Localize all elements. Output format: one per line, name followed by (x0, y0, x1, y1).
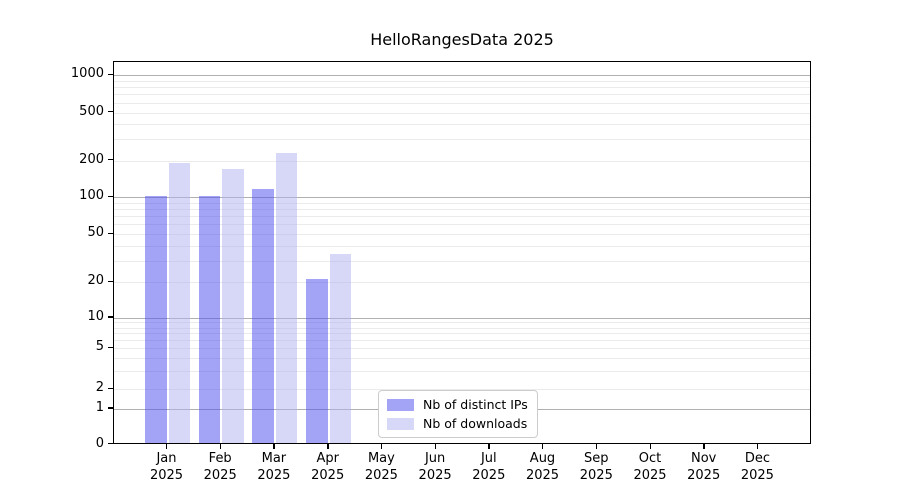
x-tick-label-nov: Nov 2025 (687, 451, 721, 483)
x-tick-label-jan: Jan 2025 (149, 451, 184, 483)
x-tick-label-jul: Jul 2025 (472, 451, 506, 483)
y-tick-mark-1 (108, 407, 113, 409)
x-tick-label-feb: Feb 2025 (203, 451, 237, 483)
y-tick-mark-20 (108, 280, 113, 282)
bar-feb-distinct-ips (198, 195, 221, 443)
gridline-major-10 (114, 317, 810, 319)
x-tick-mark-mar (273, 444, 275, 449)
y-tick-label-2: 2 (95, 380, 104, 395)
y-tick-mark-500 (108, 111, 113, 113)
x-tick-label-apr: Apr 2025 (311, 451, 345, 483)
x-tick-label-aug: Aug 2025 (525, 451, 560, 483)
gridline-minor-8 (114, 327, 810, 329)
gridline-minor-80 (114, 209, 810, 211)
x-tick-label-mar: Mar 2025 (257, 451, 291, 483)
x-tick-label-dec: Dec 2025 (740, 451, 774, 483)
chart-title: HelloRangesData 2025 (370, 30, 554, 49)
gridline-minor-20 (114, 282, 810, 283)
y-tick-label-5: 5 (95, 339, 104, 354)
gridline-minor-90 (114, 203, 810, 204)
x-tick-mark-dec (756, 444, 759, 449)
gridline-minor-50 (114, 234, 810, 235)
legend-row-distinct-ips: Nb of distinct IPs (387, 397, 528, 412)
legend-row-downloads: Nb of downloads (387, 416, 528, 431)
gridline-minor-60 (114, 224, 810, 226)
gridline-minor-7 (114, 333, 810, 335)
gridline-minor-3 (114, 370, 810, 372)
bar-jan-downloads (168, 163, 190, 443)
x-tick-mark-apr (327, 444, 329, 449)
y-tick-mark-200 (108, 159, 113, 161)
x-tick-mark-jul (488, 444, 490, 449)
gridline-minor-5 (114, 348, 810, 349)
y-tick-label-1000: 1000 (70, 66, 104, 81)
bar-jan-distinct-ips (145, 195, 167, 443)
y-tick-mark-50 (108, 232, 113, 234)
x-tick-mark-jun (434, 444, 436, 449)
x-tick-label-sep: Sep 2025 (579, 451, 613, 483)
gridline-minor-30 (114, 260, 810, 262)
gridline-minor-600 (114, 102, 810, 104)
x-tick-mark-oct (649, 444, 651, 449)
legend: Nb of distinct IPs Nb of downloads (378, 390, 538, 438)
x-tick-mark-sep (595, 444, 598, 449)
bar-apr-distinct-ips (306, 279, 328, 443)
gridline-minor-4 (114, 358, 810, 359)
gridline-minor-40 (114, 245, 810, 247)
legend-label-distinct-ips: Nb of distinct IPs (423, 397, 528, 412)
x-tick-label-may: May 2025 (364, 451, 398, 483)
y-tick-mark-0 (108, 443, 113, 445)
gridline-minor-6 (114, 340, 810, 341)
y-tick-mark-2 (108, 387, 113, 389)
x-tick-mark-jan (166, 444, 168, 449)
legend-swatch-downloads-icon (387, 417, 414, 430)
y-tick-mark-100 (108, 195, 113, 198)
y-tick-label-200: 200 (79, 151, 104, 167)
gridline-minor-700 (114, 94, 810, 96)
plot-area: Nb of distinct IPs Nb of downloads (113, 61, 811, 444)
bar-feb-downloads (222, 168, 244, 443)
y-tick-label-0: 0 (95, 435, 104, 451)
x-tick-label-oct: Oct 2025 (633, 451, 667, 483)
gridline-minor-70 (114, 216, 810, 218)
x-tick-mark-may (380, 444, 383, 449)
x-tick-label-jun: Jun 2025 (418, 451, 452, 483)
y-tick-label-100: 100 (79, 188, 104, 204)
gridline-major-1000 (114, 75, 810, 76)
y-tick-label-10: 10 (87, 308, 104, 324)
y-tick-label-500: 500 (79, 103, 104, 119)
bar-mar-distinct-ips (252, 188, 274, 443)
gridline-minor-300 (114, 139, 810, 141)
legend-swatch-distinct-ips-icon (387, 398, 414, 411)
y-tick-label-1: 1 (95, 399, 104, 415)
x-tick-mark-nov (703, 444, 705, 449)
y-tick-label-50: 50 (87, 225, 104, 240)
gridline-minor-2 (114, 389, 810, 390)
y-tick-mark-5 (108, 346, 113, 348)
x-tick-mark-aug (542, 444, 544, 449)
gridline-major-100 (114, 197, 810, 199)
bar-mar-downloads (275, 152, 298, 443)
gridline-minor-800 (114, 87, 810, 89)
y-tick-label-20: 20 (87, 273, 104, 288)
x-tick-mark-feb (219, 444, 222, 449)
gridline-minor-9 (114, 322, 810, 324)
y-tick-mark-10 (108, 316, 113, 318)
y-tick-mark-1000 (108, 73, 113, 75)
gridline-minor-200 (114, 160, 810, 162)
legend-label-downloads: Nb of downloads (423, 416, 528, 431)
gridline-minor-500 (114, 112, 810, 114)
gridline-minor-900 (114, 80, 810, 82)
gridline-minor-400 (114, 124, 810, 126)
bar-apr-downloads (329, 254, 352, 443)
